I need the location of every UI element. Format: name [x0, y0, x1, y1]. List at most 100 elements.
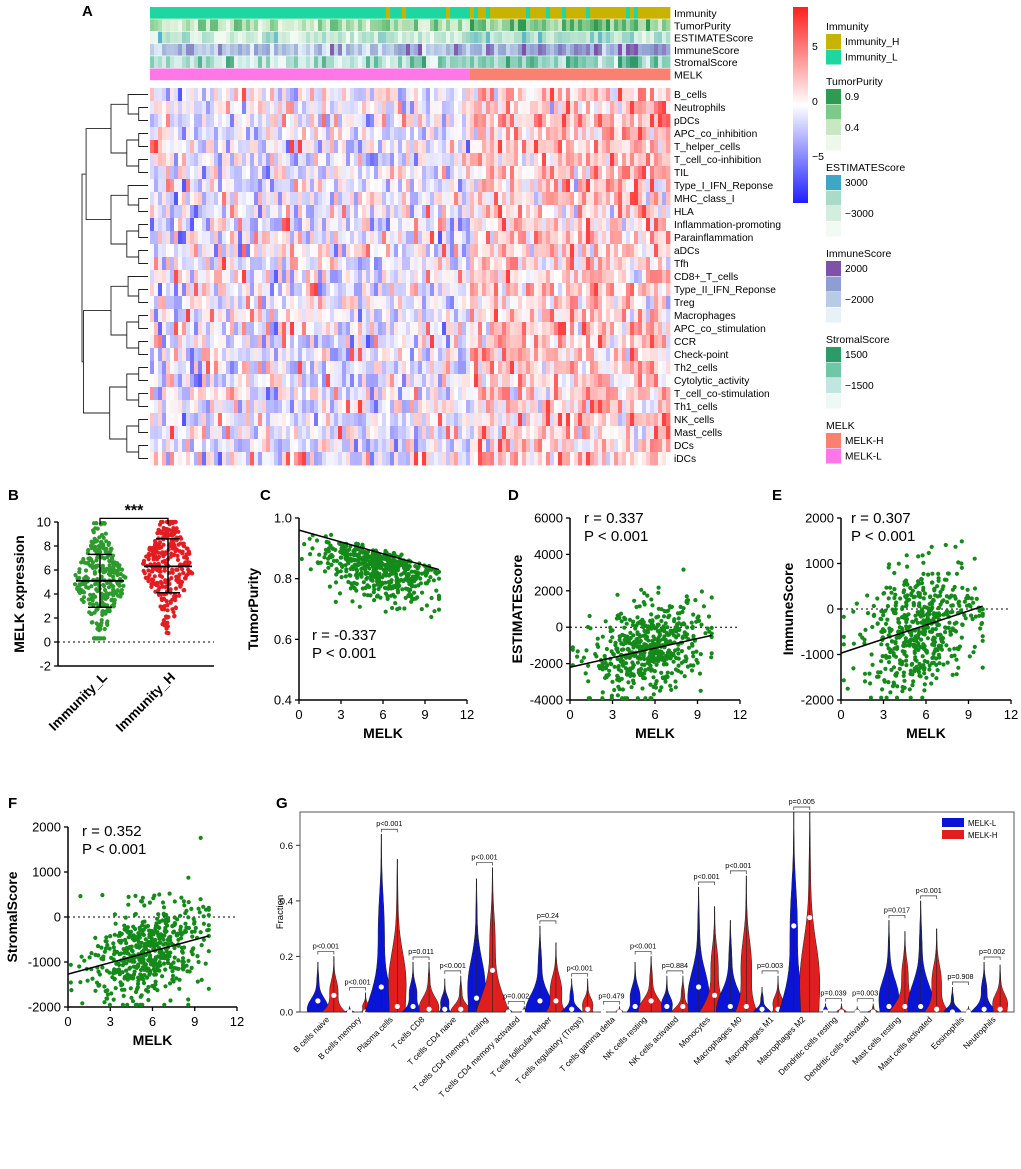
heatmap-cell: [638, 426, 643, 440]
heatmap-cell: [182, 231, 187, 245]
heatmap-cell: [318, 179, 323, 193]
heatmap-cell: [526, 374, 531, 388]
heatmap-cell: [402, 140, 407, 154]
heatmap-cell: [222, 439, 227, 453]
heatmap-cell: [638, 101, 643, 115]
heatmap-cell: [518, 374, 523, 388]
track-cell: [154, 31, 159, 44]
heatmap-cell: [178, 361, 183, 375]
heatmap-cell: [574, 218, 579, 232]
track-cell: [166, 7, 171, 19]
heatmap-cell: [490, 322, 495, 336]
heatmap-row-label: APC_co_inhibition: [674, 129, 757, 140]
heatmap-cell: [414, 153, 419, 167]
track-cell: [222, 7, 227, 19]
heatmap-cell: [514, 101, 519, 115]
heatmap-cell: [218, 296, 223, 310]
heatmap-cell: [658, 114, 663, 128]
heatmap-cell: [454, 179, 459, 193]
track-cell: [150, 68, 155, 81]
heatmap-cell: [546, 205, 551, 219]
heatmap-cell: [342, 387, 347, 401]
heatmap-cell: [626, 296, 631, 310]
heatmap-cell: [182, 166, 187, 180]
heatmap-cell: [610, 244, 615, 258]
heatmap-cell: [350, 439, 355, 453]
heatmap-cell: [390, 374, 395, 388]
heatmap-cell: [210, 452, 215, 466]
heatmap-cell: [154, 179, 159, 193]
track-cell: [586, 43, 591, 56]
heatmap-cell: [526, 309, 531, 323]
heatmap-cell: [154, 309, 159, 323]
heatmap-cell: [582, 413, 587, 427]
heatmap-cell: [534, 153, 539, 167]
heatmap-cell: [246, 127, 251, 141]
heatmap-cell: [526, 127, 531, 141]
heatmap-cell: [522, 244, 527, 258]
heatmap-cell: [294, 101, 299, 115]
heatmap-cell: [522, 283, 527, 297]
heatmap-cell: [394, 140, 399, 154]
heatmap-cell: [386, 257, 391, 271]
heatmap-cell: [210, 413, 215, 427]
heatmap-cell: [242, 88, 247, 102]
heatmap-cell: [162, 426, 167, 440]
data-point: [114, 590, 119, 595]
track-cell: [574, 68, 579, 81]
heatmap-cell: [414, 140, 419, 154]
heatmap-cell: [578, 244, 583, 258]
heatmap-cell: [590, 179, 595, 193]
heatmap-cell: [326, 114, 331, 128]
heatmap-cell: [626, 127, 631, 141]
heatmap-cell: [306, 296, 311, 310]
heatmap-cell: [578, 179, 583, 193]
heatmap-cell: [354, 335, 359, 349]
heatmap-cell: [646, 257, 651, 271]
heatmap-cell: [334, 296, 339, 310]
track-cell: [254, 31, 259, 44]
heatmap-cell: [154, 348, 159, 362]
heatmap-cell: [198, 283, 203, 297]
heatmap-cell: [150, 179, 155, 193]
heatmap-cell: [482, 88, 487, 102]
heatmap-cell: [534, 348, 539, 362]
heatmap-cell: [270, 283, 275, 297]
heatmap-cell: [230, 387, 235, 401]
heatmap-cell: [382, 140, 387, 154]
track-cell: [258, 19, 263, 31]
heatmap-cell: [414, 426, 419, 440]
heatmap-cell: [354, 283, 359, 297]
heatmap-cell: [306, 361, 311, 375]
heatmap-cell: [386, 270, 391, 284]
heatmap-cell: [522, 101, 527, 115]
heatmap-cell: [262, 335, 267, 349]
heatmap-cell: [262, 452, 267, 466]
track-cell: [318, 19, 323, 31]
heatmap-cell: [338, 283, 343, 297]
heatmap-cell: [198, 413, 203, 427]
heatmap-cell: [206, 114, 211, 128]
heatmap-cell: [322, 257, 327, 271]
heatmap-cell: [358, 309, 363, 323]
heatmap-cell: [514, 400, 519, 414]
heatmap-cell: [326, 140, 331, 154]
track-cell: [282, 19, 287, 31]
heatmap-cell: [358, 101, 363, 115]
track-cell: [186, 68, 191, 81]
heatmap-row-label: Check-point: [674, 350, 729, 361]
legend-label: 3000: [845, 178, 868, 189]
heatmap-row-label: Mast_cells: [674, 428, 722, 439]
heatmap-cell: [478, 127, 483, 141]
heatmap-cell: [602, 361, 607, 375]
heatmap-cell: [374, 231, 379, 245]
heatmap-cell: [618, 244, 623, 258]
track-cell: [182, 7, 187, 19]
heatmap-cell: [478, 387, 483, 401]
heatmap-cell: [154, 452, 159, 466]
heatmap-cell: [158, 114, 163, 128]
heatmap-cell: [342, 257, 347, 271]
heatmap-cell: [562, 413, 567, 427]
heatmap-cell: [502, 257, 507, 271]
heatmap-cell: [454, 231, 459, 245]
